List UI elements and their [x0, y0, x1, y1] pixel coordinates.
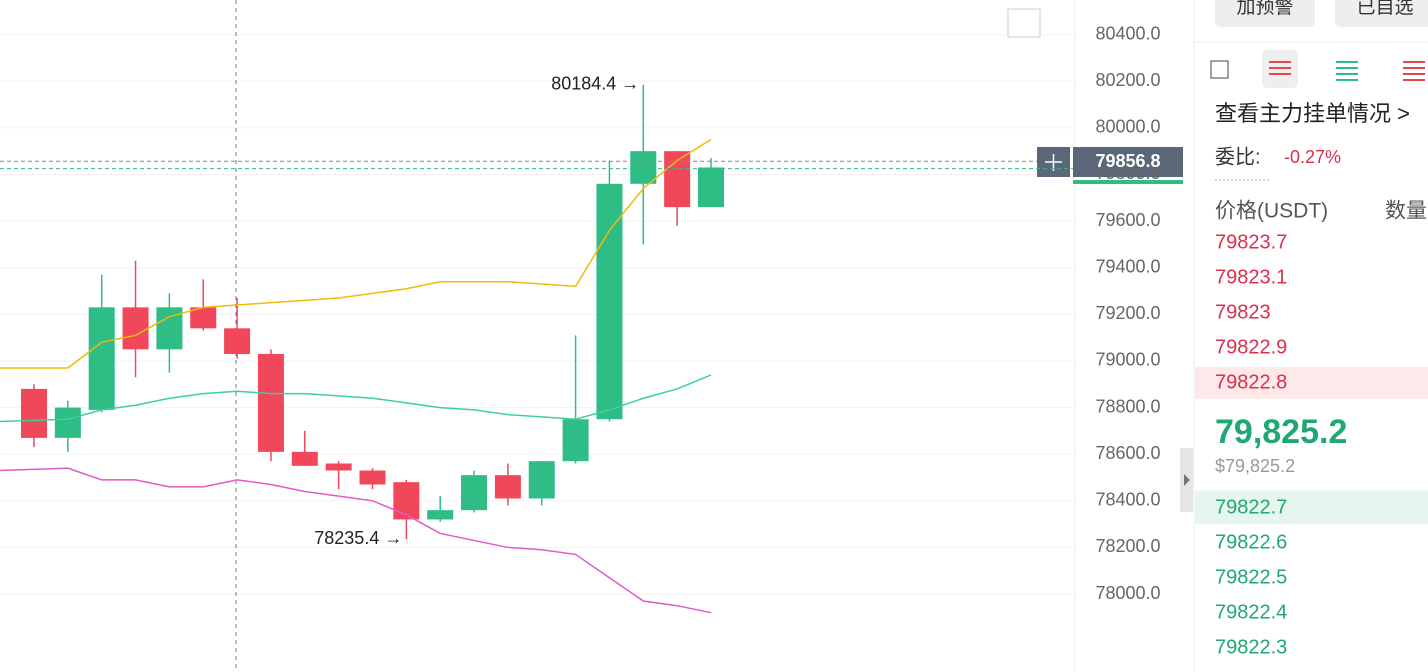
bid-price: 79822.5: [1215, 566, 1287, 588]
indicator-line: [0, 138, 712, 369]
candle-body: [461, 475, 488, 511]
last-price: 79,825.2: [1215, 413, 1347, 451]
favorite-button[interactable]: [1335, 0, 1428, 27]
y-tick-label: 78600.0: [1095, 443, 1160, 463]
button-text: 加预警: [1236, 0, 1293, 18]
candle-body: [21, 388, 47, 438]
y-tick-label: 79000.0: [1095, 350, 1160, 370]
icon[interactable]: [1336, 61, 1358, 81]
alert-button[interactable]: [1215, 0, 1315, 27]
candle-body: [359, 470, 386, 485]
candle-body: [224, 328, 251, 354]
y-tick-label: 80200.0: [1095, 70, 1160, 90]
low-annotation: 78235.4 →: [314, 528, 402, 548]
candle-body: [562, 419, 589, 462]
orders-link[interactable]: 查看主力挂单情况 >: [1215, 101, 1410, 126]
icon[interactable]: [1210, 60, 1229, 79]
bid-price: 79822.4: [1215, 601, 1287, 623]
candle-body: [393, 482, 420, 520]
candle-body: [291, 451, 318, 466]
candle-body: [528, 461, 555, 499]
header: 数量: [1385, 200, 1427, 223]
bid-price: 79822.7: [1215, 496, 1287, 518]
candle-body: [54, 407, 81, 438]
bid-price: 79822.6: [1215, 531, 1287, 553]
candle-body: [494, 475, 521, 499]
bid-highlight: [1195, 492, 1428, 524]
icon[interactable]: [1403, 61, 1425, 81]
y-tick-label: 79400.0: [1095, 256, 1160, 276]
candle-body: [190, 307, 217, 329]
expand-button[interactable]: [1007, 8, 1041, 38]
y-tick-label: 80400.0: [1095, 23, 1160, 43]
y-tick-label: 78000.0: [1095, 583, 1160, 603]
candle-body: [664, 151, 691, 208]
candle-body: [630, 151, 657, 184]
ratio-value: -0.27%: [1284, 147, 1341, 167]
y-tick-label: 80000.0: [1095, 117, 1160, 137]
indicator-line: [0, 467, 712, 614]
y-tick-label: 79200.0: [1095, 303, 1160, 323]
candle-body: [325, 463, 352, 471]
header: 价格(USDT): [1215, 200, 1328, 223]
ask-highlight: [1195, 367, 1428, 399]
ask-price: 79822.8: [1215, 371, 1287, 393]
ratio-label: 委比:: [1215, 145, 1261, 168]
y-tick-label: 78400.0: [1095, 490, 1160, 510]
candle-body: [427, 510, 454, 520]
y-tick-label: 78200.0: [1095, 536, 1160, 556]
last-price-usd: $79,825.2: [1215, 456, 1295, 476]
y-tick-label: 79600.0: [1095, 210, 1160, 230]
candle-body: [257, 353, 284, 452]
price-tag-text: 79856.8: [1095, 151, 1160, 171]
button-text: 已自选: [1356, 0, 1413, 18]
icon: [1269, 61, 1291, 75]
ask-price: 79823.7: [1215, 231, 1287, 253]
ask-price: 79823.1: [1215, 266, 1287, 288]
candle-body: [88, 307, 115, 410]
candle-body: [596, 183, 623, 420]
price-tag-bar: [1073, 180, 1183, 184]
ask-price: 79823: [1215, 301, 1271, 323]
y-tick-label: 79800.0: [1095, 163, 1160, 183]
price-tag: [1073, 147, 1183, 177]
bid-price: 79822.3: [1215, 636, 1287, 658]
high-annotation: 80184.4 →: [551, 74, 639, 94]
indicator-line: [0, 374, 712, 423]
candle-body: [698, 167, 724, 208]
candle-body: [122, 307, 149, 350]
y-tick-label: 78800.0: [1095, 396, 1160, 416]
collapse-arrow: [1184, 474, 1190, 486]
ask-price: 79822.9: [1215, 336, 1287, 358]
